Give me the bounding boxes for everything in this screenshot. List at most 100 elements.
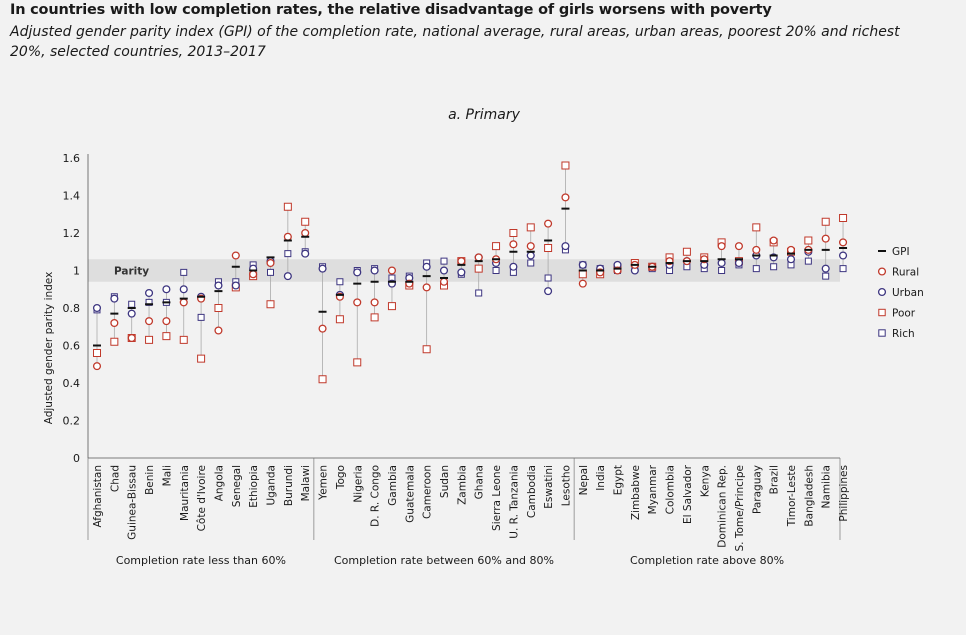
rich-marker	[197, 313, 205, 321]
rural-marker	[231, 251, 240, 260]
country-label: Togo	[335, 465, 347, 490]
rural-marker	[769, 236, 778, 245]
urban-marker	[838, 251, 848, 260]
poor-marker	[214, 304, 223, 312]
y-tick-label: 1.6	[63, 152, 81, 165]
poor-marker	[821, 217, 830, 226]
urban-marker	[370, 266, 379, 275]
rich-marker	[128, 300, 136, 308]
country-label: Uganda	[266, 465, 278, 506]
rural-marker	[422, 283, 431, 292]
urban-marker	[92, 303, 102, 313]
rural-marker	[318, 324, 327, 333]
rural-marker	[127, 333, 136, 343]
country-label: Senegal	[231, 465, 243, 507]
urban-marker	[544, 287, 553, 296]
urban-marker	[283, 272, 292, 281]
country-label: Guinea-Bissau	[127, 465, 139, 540]
poor-marker	[492, 242, 501, 251]
y-tick-label: 0.2	[63, 415, 81, 428]
poor-marker	[804, 236, 813, 245]
urban-marker	[422, 262, 431, 271]
rural-marker	[752, 245, 761, 254]
poor-marker	[318, 375, 327, 384]
poor-marker	[93, 349, 101, 357]
chart-title: In countries with low completion rates, …	[10, 2, 772, 18]
country-label: India	[595, 465, 607, 491]
country-label: Paraguay	[751, 465, 763, 514]
rural-marker	[179, 298, 188, 307]
rural-marker	[544, 219, 553, 228]
country-label: Dominican Rep.	[717, 465, 729, 548]
rural-marker	[439, 277, 449, 286]
rich-marker	[752, 265, 760, 273]
country-label: Côte d'Ivoire	[196, 465, 208, 531]
rich-marker	[475, 289, 483, 297]
country-label: Sudan	[439, 465, 451, 498]
group-label: Completion rate between 60% and 80%	[334, 554, 554, 567]
rural-marker	[734, 242, 743, 251]
urban-marker	[786, 255, 796, 264]
rural-marker	[110, 318, 119, 328]
poor-marker	[283, 202, 292, 211]
y-tick-label: 0	[73, 452, 80, 465]
urban-marker	[301, 249, 310, 258]
group-label: Completion rate above 80%	[630, 554, 784, 567]
country-label: Burundi	[283, 465, 295, 506]
urban-marker	[231, 281, 240, 290]
group-label: Completion rate less than 60%	[116, 554, 286, 567]
rural-marker	[578, 279, 587, 288]
legend-label: Poor	[892, 308, 916, 320]
rural-marker	[266, 258, 275, 268]
poor-marker	[561, 161, 570, 170]
rich-marker	[180, 268, 188, 276]
rural-marker	[509, 240, 518, 249]
urban-marker	[162, 285, 171, 294]
rural-marker	[92, 362, 102, 371]
rural-marker	[561, 193, 570, 202]
urban-marker	[318, 264, 327, 273]
urban-marker	[179, 285, 188, 294]
country-label: Mauritania	[179, 465, 191, 521]
y-tick-label: 0.4	[63, 377, 81, 390]
country-label: Nepal	[578, 465, 590, 495]
rural-marker	[786, 245, 796, 254]
country-label: Myanmar	[647, 464, 659, 514]
poor-marker	[335, 315, 344, 324]
urban-marker	[561, 242, 570, 251]
country-label: Timor-Leste	[786, 465, 798, 527]
poor-marker	[509, 229, 518, 237]
poor-marker	[353, 358, 362, 367]
country-label: Sierra Leone	[491, 465, 503, 531]
panel-title: a. Primary	[448, 107, 520, 123]
rural-marker	[717, 242, 726, 251]
rich-marker	[527, 259, 535, 267]
country-label: Colombia	[665, 465, 677, 514]
country-label: Zimbabwe	[630, 465, 642, 520]
country-label: Afghanistan	[92, 465, 104, 528]
rural-marker	[162, 317, 171, 326]
poor-marker	[839, 214, 848, 222]
y-axis-title: Adjusted gender parity index	[43, 272, 55, 425]
poor-marker	[387, 302, 396, 311]
country-label: Namibia	[821, 465, 833, 508]
rural-marker	[457, 257, 466, 266]
country-label: Benin	[144, 465, 156, 495]
y-tick-label: 1.4	[63, 190, 81, 203]
y-tick-label: 1	[73, 265, 80, 278]
country-label: Angola	[213, 465, 225, 501]
rich-marker	[336, 278, 344, 286]
country-label: Kenya	[699, 465, 711, 497]
urban-marker	[214, 281, 223, 290]
country-label: Ghana	[474, 465, 486, 499]
rich-marker	[492, 267, 500, 274]
urban-marker	[734, 258, 743, 268]
country-label: Gambia	[387, 465, 399, 506]
country-label: D. R. Congo	[370, 465, 382, 527]
poor-marker	[682, 247, 691, 256]
country-label: Lesotho	[560, 465, 572, 506]
poor-marker	[422, 345, 431, 354]
poor-marker	[544, 244, 553, 252]
country-label: Nigeria	[352, 465, 364, 503]
